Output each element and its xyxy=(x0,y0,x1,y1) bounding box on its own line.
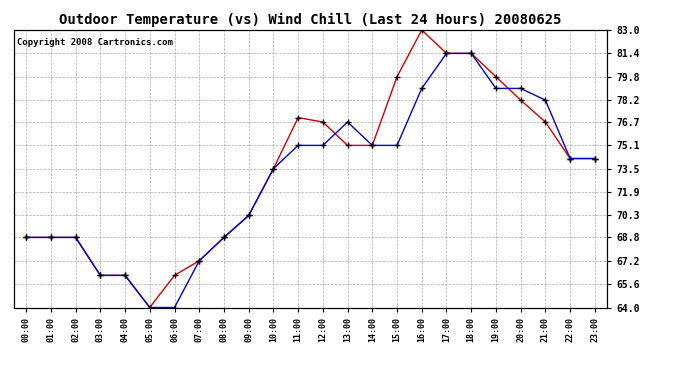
Text: Copyright 2008 Cartronics.com: Copyright 2008 Cartronics.com xyxy=(17,38,172,47)
Title: Outdoor Temperature (vs) Wind Chill (Last 24 Hours) 20080625: Outdoor Temperature (vs) Wind Chill (Las… xyxy=(59,13,562,27)
